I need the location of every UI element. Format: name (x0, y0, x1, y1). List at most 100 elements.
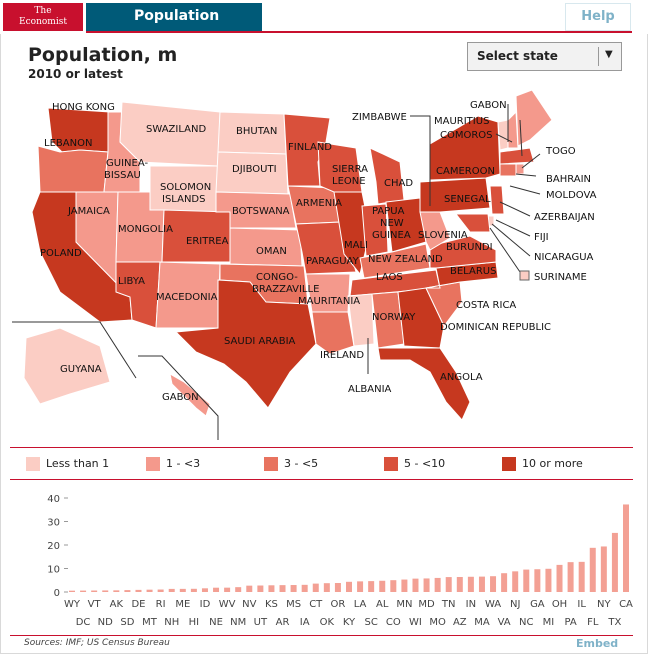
map-label: GUYANA (60, 364, 102, 375)
economist-logo[interactable]: The Economist (3, 3, 83, 31)
bar-vt[interactable] (91, 590, 98, 592)
x-tick-label: CT (309, 599, 323, 610)
bar-ks[interactable] (268, 585, 275, 592)
map-label: ISLANDS (162, 194, 205, 205)
bar-tn[interactable] (445, 577, 452, 592)
bar-oh[interactable] (556, 564, 563, 592)
x-tick-label: HI (189, 617, 199, 628)
bar-mo[interactable] (434, 577, 441, 592)
bar-ia[interactable] (301, 584, 308, 592)
x-tick-label: CA (619, 599, 633, 610)
state-ri[interactable] (515, 163, 525, 175)
bar-ak[interactable] (113, 590, 120, 592)
map-label: GUINEA (372, 230, 411, 241)
bar-in[interactable] (467, 576, 474, 592)
state-ga[interactable] (397, 287, 445, 349)
map-label: MAURITANIA (298, 296, 360, 307)
bar-ri[interactable] (157, 589, 164, 592)
state-mi[interactable] (369, 147, 405, 205)
state-vt[interactable] (497, 119, 509, 151)
bar-ny[interactable] (600, 546, 607, 592)
bar-dc[interactable] (80, 590, 87, 592)
state-la[interactable] (311, 311, 355, 355)
bar-pa[interactable] (567, 562, 574, 592)
bar-id[interactable] (201, 588, 208, 592)
map-label: FIJI (534, 232, 549, 243)
bar-nc[interactable] (523, 569, 530, 592)
bar-ut[interactable] (257, 585, 264, 592)
state-ky[interactable] (359, 243, 431, 279)
bar-tx[interactable] (611, 532, 618, 592)
bar-ma[interactable] (478, 576, 485, 592)
legend-swatch-bin3 (384, 457, 398, 471)
state-ak[interactable] (23, 327, 111, 405)
bar-mt[interactable] (146, 589, 153, 592)
map-label: BAHRAIN (546, 174, 591, 185)
bar-ar[interactable] (279, 585, 286, 592)
state-md[interactable] (454, 213, 491, 233)
state-ct[interactable] (499, 163, 517, 177)
bar-fl[interactable] (589, 547, 596, 592)
bar-wi[interactable] (412, 578, 419, 592)
state-or[interactable] (37, 145, 109, 193)
state-il[interactable] (333, 191, 371, 276)
bar-wy[interactable] (69, 590, 75, 592)
bar-wv[interactable] (224, 587, 231, 592)
bar-nd[interactable] (102, 590, 109, 592)
bar-al[interactable] (379, 580, 386, 592)
bar-nj[interactable] (512, 571, 519, 592)
bar-ky[interactable] (346, 581, 352, 592)
bar-nm[interactable] (235, 587, 242, 592)
bar-nh[interactable] (168, 588, 175, 592)
x-tick-label: IL (577, 599, 586, 610)
bar-ok[interactable] (323, 583, 330, 592)
x-tick-label: TN (441, 599, 456, 610)
section-title-bar: Population (86, 3, 262, 31)
bar-wa[interactable] (490, 576, 497, 592)
state-ma[interactable] (499, 147, 535, 165)
x-tick-label: AR (276, 617, 290, 628)
bar-hi[interactable] (190, 588, 197, 592)
bar-md[interactable] (423, 578, 430, 592)
state-fl[interactable] (377, 347, 471, 421)
legend-swatch-bin1 (146, 457, 160, 471)
bar-il[interactable] (578, 561, 585, 592)
map-label: SURINAME (534, 272, 587, 283)
state-tx[interactable] (174, 279, 317, 409)
state-me[interactable] (515, 89, 553, 147)
bar-ms[interactable] (290, 585, 297, 592)
bar-ga[interactable] (534, 569, 541, 592)
x-tick-label: DE (131, 599, 145, 610)
bar-mi[interactable] (545, 568, 552, 592)
map-label: IRELAND (320, 350, 364, 361)
bar-sc[interactable] (368, 581, 375, 592)
map-label: POLAND (40, 248, 82, 259)
state-in[interactable] (361, 203, 389, 257)
map-label: SOLOMON (160, 182, 211, 193)
embed-link[interactable]: Embed (576, 637, 619, 650)
state-ms[interactable] (347, 293, 375, 347)
state-hi[interactable] (169, 373, 211, 417)
state-va[interactable] (429, 235, 497, 269)
map-label: GABON (470, 100, 507, 111)
top-bar: The Economist Population Help (0, 0, 648, 34)
state-mt[interactable] (119, 101, 221, 167)
bar-az[interactable] (456, 576, 463, 592)
bar-mn[interactable] (401, 579, 408, 592)
bar-ct[interactable] (312, 583, 319, 592)
help-button[interactable]: Help (565, 3, 631, 31)
state-nj[interactable] (489, 185, 505, 215)
bar-me[interactable] (179, 588, 186, 592)
select-state-dropdown[interactable]: Select state ▼ (467, 42, 622, 71)
page-title: Population, m (28, 44, 178, 66)
bar-ne[interactable] (213, 587, 220, 592)
bar-ca[interactable] (623, 504, 629, 592)
bar-nv[interactable] (246, 585, 253, 592)
bar-co[interactable] (390, 580, 397, 592)
bar-sd[interactable] (124, 590, 131, 592)
callout-line (499, 201, 531, 217)
bar-la[interactable] (357, 581, 364, 592)
bar-de[interactable] (135, 589, 142, 592)
bar-va[interactable] (501, 573, 508, 592)
bar-or[interactable] (334, 582, 341, 592)
